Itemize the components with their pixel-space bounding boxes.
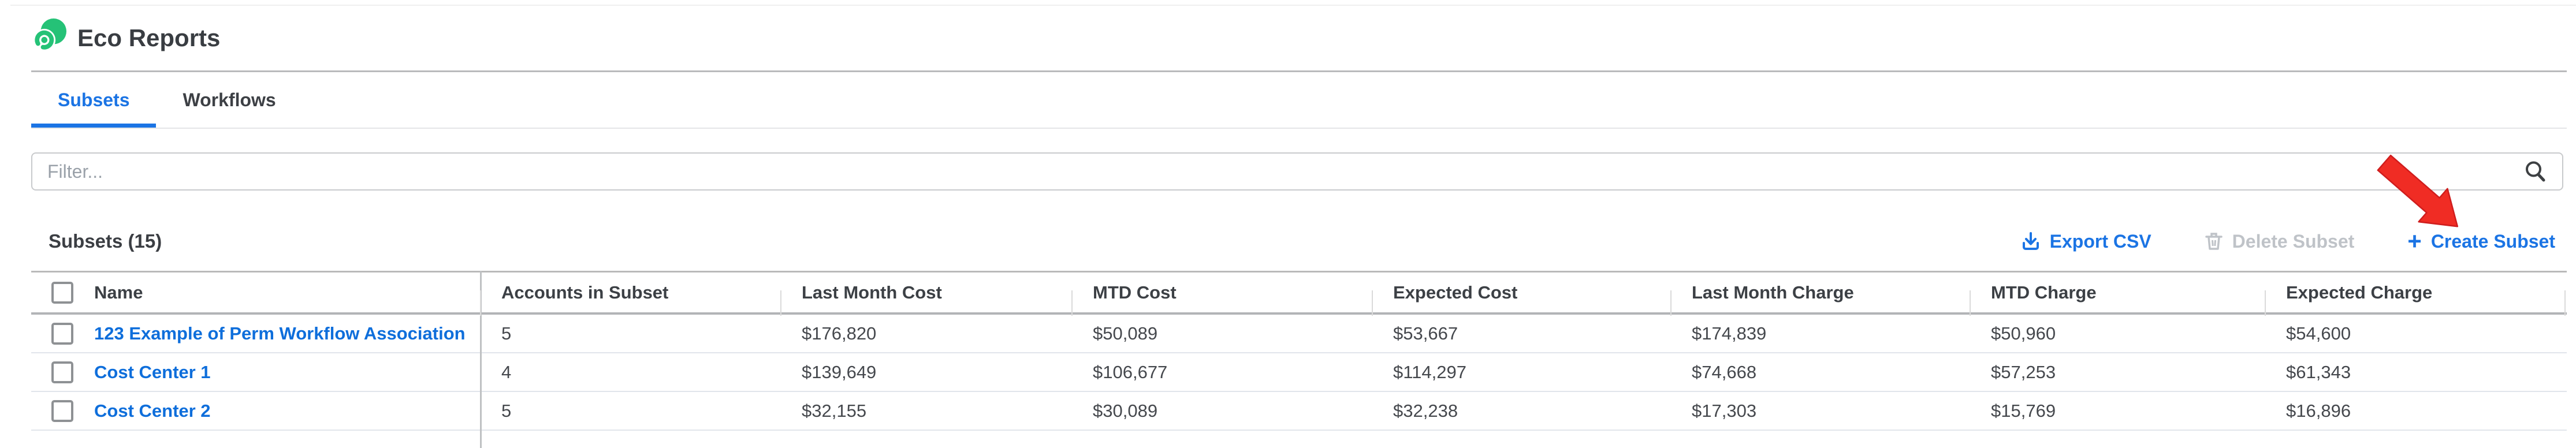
filter-bar bbox=[31, 152, 2563, 191]
delete-subset-button[interactable]: Delete Subset bbox=[2205, 230, 2355, 252]
plus-icon: + bbox=[2407, 227, 2422, 255]
cell-mtd-charge: $57,253 bbox=[1991, 361, 2056, 382]
tab-subsets[interactable]: Subsets bbox=[31, 72, 156, 128]
top-border-line bbox=[10, 5, 2576, 6]
subsets-count-heading: Subsets (15) bbox=[49, 230, 162, 252]
cell-expected-cost: $53,667 bbox=[1393, 323, 1458, 344]
header-name-label: Name bbox=[94, 282, 143, 303]
subsets-table: Name Accounts in Subset Last Month Cost … bbox=[31, 271, 2567, 448]
name-column-separator bbox=[480, 271, 482, 448]
subset-name-link[interactable]: Cost Center 1 bbox=[94, 361, 211, 382]
cell-expected-cost: $114,297 bbox=[1393, 361, 1466, 382]
export-csv-button[interactable]: Export CSV bbox=[2021, 231, 2151, 252]
header-last-month-charge: Last Month Charge bbox=[1670, 282, 1970, 316]
row-checkbox[interactable] bbox=[51, 400, 73, 422]
row-checkbox[interactable] bbox=[51, 361, 73, 383]
delete-subset-label: Delete Subset bbox=[2232, 230, 2355, 252]
header-accounts: Accounts in Subset bbox=[480, 282, 780, 316]
page-title: Eco Reports bbox=[77, 24, 221, 51]
header-divider bbox=[31, 70, 2567, 72]
select-all-checkbox[interactable] bbox=[51, 281, 73, 304]
cell-accounts: 4 bbox=[501, 361, 512, 382]
create-subset-button[interactable]: + Create Subset bbox=[2407, 227, 2555, 255]
table-header-row: Name Accounts in Subset Last Month Cost … bbox=[31, 271, 2567, 316]
spot-eco-logo-icon bbox=[33, 18, 66, 51]
cell-last-month-cost: $139,649 bbox=[802, 361, 877, 382]
table-row: Cost Center 1 4 $139,649 $106,677 $114,2… bbox=[31, 353, 2567, 392]
cell-mtd-cost: $30,089 bbox=[1093, 400, 1158, 421]
header-mtd-charge: MTD Charge bbox=[1970, 282, 2265, 316]
cell-mtd-charge: $50,960 bbox=[1991, 323, 2056, 344]
cell-last-month-charge: $174,839 bbox=[1692, 323, 1767, 344]
header-expected-cost: Expected Cost bbox=[1372, 282, 1670, 316]
tab-bar: Subsets Workflows bbox=[31, 72, 2567, 129]
cell-mtd-cost: $106,677 bbox=[1093, 361, 1168, 382]
row-name-cell: Cost Center 2 bbox=[31, 400, 480, 422]
header-last-month-cost: Last Month Cost bbox=[780, 282, 1071, 316]
export-csv-label: Export CSV bbox=[2049, 230, 2151, 252]
cell-last-month-charge: $17,303 bbox=[1692, 400, 1757, 421]
table-row: Cost Center 2 5 $32,155 $30,089 $32,238 … bbox=[31, 392, 2567, 431]
filter-input[interactable] bbox=[31, 152, 2563, 191]
row-name-cell: 123 Example of Perm Workflow Association bbox=[31, 322, 480, 345]
toolbar-actions: Export CSV Delete Subset + Create Subset bbox=[2021, 227, 2555, 255]
cell-expected-charge: $54,600 bbox=[2286, 323, 2351, 344]
cell-expected-charge: $61,343 bbox=[2286, 361, 2351, 382]
subset-name-link[interactable]: Cost Center 2 bbox=[94, 400, 211, 421]
row-name-cell: Cost Center 1 bbox=[31, 361, 480, 383]
subset-name-link[interactable]: 123 Example of Perm Workflow Association bbox=[94, 323, 466, 344]
trash-icon bbox=[2205, 233, 2223, 250]
cell-last-month-cost: $176,820 bbox=[802, 323, 877, 344]
create-subset-label: Create Subset bbox=[2430, 230, 2555, 252]
header-name-cell: Name bbox=[31, 281, 480, 304]
cell-last-month-charge: $74,668 bbox=[1692, 361, 1757, 382]
cell-expected-cost: $32,238 bbox=[1393, 400, 1458, 421]
cell-accounts: 5 bbox=[501, 400, 512, 421]
cell-expected-charge: $16,896 bbox=[2286, 400, 2351, 421]
toolbar: Subsets (15) Export CSV Delete Sub bbox=[49, 226, 2555, 256]
cell-accounts: 5 bbox=[501, 323, 512, 344]
table-row: 123 Example of Perm Workflow Association… bbox=[31, 315, 2567, 353]
cell-mtd-cost: $50,089 bbox=[1093, 323, 1158, 344]
header-expected-charge: Expected Charge bbox=[2265, 282, 2567, 316]
cell-mtd-charge: $15,769 bbox=[1991, 400, 2056, 421]
search-icon bbox=[2526, 161, 2545, 182]
row-checkbox[interactable] bbox=[51, 322, 73, 345]
cell-last-month-cost: $32,155 bbox=[802, 400, 867, 421]
tab-workflows[interactable]: Workflows bbox=[183, 89, 276, 110]
header-mtd-cost: MTD Cost bbox=[1071, 282, 1372, 316]
download-icon bbox=[2022, 232, 2039, 250]
